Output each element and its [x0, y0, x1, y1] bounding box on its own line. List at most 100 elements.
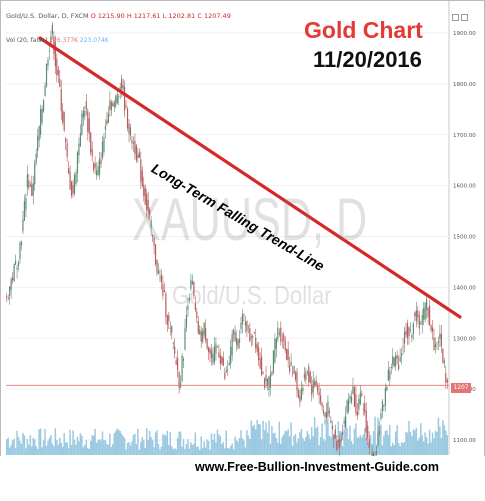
volume-bar	[328, 435, 331, 455]
volume-bar	[79, 433, 82, 455]
candle-body	[31, 184, 33, 197]
volume-bar	[224, 448, 226, 455]
candle-body	[13, 264, 15, 282]
volume-bar	[13, 438, 15, 455]
candle-body	[87, 110, 89, 133]
candle-body	[440, 333, 442, 347]
candle-body	[403, 332, 406, 344]
volume-bar	[216, 429, 219, 455]
volume-bar	[229, 445, 232, 455]
volume-bar	[281, 436, 283, 455]
candle-body	[253, 332, 255, 333]
candle-body	[216, 346, 219, 348]
volume-bar	[235, 440, 238, 455]
candle-body	[207, 347, 210, 353]
volume-bar	[218, 434, 220, 455]
volume-bar	[132, 434, 135, 455]
volume-bar	[353, 428, 356, 455]
volume-bar	[393, 445, 395, 455]
volume-bar	[243, 440, 245, 455]
volume-bar	[420, 423, 422, 455]
volume-bar	[308, 434, 310, 455]
close-icon[interactable]	[461, 14, 468, 21]
settings-icon[interactable]	[452, 14, 459, 21]
volume-bar	[23, 435, 26, 455]
volume-bar	[26, 439, 29, 455]
candle-body	[41, 108, 43, 123]
footer-url[interactable]: www.Free-Bullion-Investment-Guide.com	[195, 460, 440, 474]
candle-body	[337, 439, 339, 443]
candle-body	[28, 180, 30, 188]
volume-bar	[442, 420, 444, 455]
candle-body	[377, 432, 379, 446]
candle-body	[237, 339, 239, 348]
last-price-badge: 1207	[451, 383, 471, 393]
candle-body	[427, 308, 429, 318]
volume-bar	[92, 435, 95, 455]
candle-body	[47, 59, 49, 66]
candle-body	[290, 361, 292, 366]
volume-bar	[119, 431, 121, 455]
candle-body	[66, 143, 68, 157]
volume-bar	[341, 446, 344, 455]
volume-bar	[383, 435, 385, 455]
candle-body	[124, 86, 126, 111]
volume-bar	[325, 421, 328, 455]
volume-bar	[38, 429, 40, 455]
candle-body	[56, 58, 58, 76]
volume-bar	[246, 430, 248, 455]
candle-body	[231, 334, 233, 356]
y-tick-label: 1800.00	[453, 82, 476, 88]
candle-body	[104, 125, 107, 130]
candle-body	[411, 334, 413, 339]
candle-body	[50, 36, 52, 44]
candle-body	[308, 366, 310, 383]
volume-bar	[197, 446, 200, 455]
candle-body	[10, 279, 12, 291]
watermark-symbol: XAUUSD, D	[132, 186, 368, 253]
volume-bar	[57, 444, 60, 455]
candle-body	[398, 364, 400, 370]
volume-bar	[10, 444, 12, 455]
volume-bar	[330, 437, 332, 455]
volume-bar	[97, 440, 99, 455]
candle-body	[23, 201, 26, 221]
volume-bar	[439, 426, 441, 455]
volume-bar	[33, 439, 36, 455]
volume-bar	[88, 448, 90, 455]
candle-body	[197, 320, 199, 334]
volume-bar	[411, 436, 413, 455]
candle-body	[420, 323, 422, 325]
candle-body	[241, 314, 244, 325]
chart-controls[interactable]	[452, 8, 472, 21]
volume-bar	[131, 441, 133, 455]
volume-bar	[331, 420, 334, 455]
trend-line	[38, 36, 462, 319]
candle-body	[157, 270, 160, 274]
volume-bar	[128, 442, 130, 455]
volume-bar	[232, 449, 235, 455]
volume-bar	[73, 439, 76, 455]
candle-body	[287, 349, 289, 361]
candle-body	[384, 387, 386, 406]
volume-bar	[274, 432, 276, 455]
candle-body	[334, 429, 336, 439]
volume-bar	[362, 434, 365, 455]
volume-bar	[201, 448, 204, 455]
candle-body	[333, 435, 335, 440]
volume-bar	[268, 420, 270, 455]
candle-body	[261, 356, 263, 376]
candle-body	[152, 234, 154, 237]
candle-body	[115, 96, 117, 107]
volume-bar	[176, 438, 179, 455]
candle-body	[284, 339, 286, 351]
candle-body	[94, 163, 96, 168]
candle-body	[406, 323, 409, 339]
volume-bar	[61, 446, 64, 455]
candle-body	[380, 413, 382, 420]
candle-body	[12, 277, 14, 281]
candle-body	[311, 384, 313, 395]
volume-bar	[445, 430, 447, 455]
volume-bar	[212, 440, 214, 455]
